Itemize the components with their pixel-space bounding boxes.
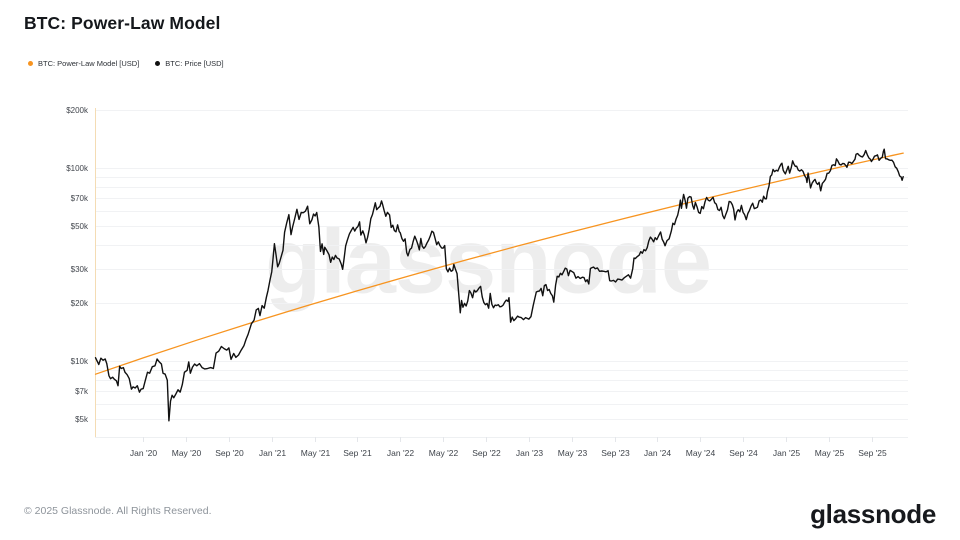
y-tick-label: $7k xyxy=(75,387,89,396)
x-tick-label: Sep '24 xyxy=(729,448,758,458)
y-tick-label: $50k xyxy=(71,222,89,231)
legend-item-price[interactable]: BTC: Price [USD] xyxy=(155,59,224,68)
legend: BTC: Power-Law Model [USD] BTC: Price [U… xyxy=(28,59,224,68)
x-tick-label: Sep '25 xyxy=(858,448,887,458)
x-tick-label: Jan '20 xyxy=(130,448,157,458)
glassnode-logo: glassnode xyxy=(810,499,936,529)
page-title: BTC: Power-Law Model xyxy=(24,13,221,33)
y-tick-label: $70k xyxy=(71,194,89,203)
x-tick-label: May '24 xyxy=(686,448,716,458)
x-tick-label: May '25 xyxy=(815,448,845,458)
legend-item-power-law-model[interactable]: BTC: Power-Law Model [USD] xyxy=(28,59,139,68)
x-tick-label: Jan '24 xyxy=(644,448,671,458)
legend-dot-black-icon xyxy=(155,61,161,66)
series-line-power-law-model xyxy=(94,152,904,375)
x-tick-label: May '20 xyxy=(172,448,202,458)
x-tick-label: Jan '21 xyxy=(259,448,286,458)
copyright-text: © 2025 Glassnode. All Rights Reserved. xyxy=(24,505,212,517)
x-tick-label: May '23 xyxy=(558,448,588,458)
legend-dot-orange-icon xyxy=(28,61,33,66)
y-tick-label: $100k xyxy=(66,164,89,173)
y-tick-label: $200k xyxy=(66,106,89,115)
y-tick-label: $5k xyxy=(75,415,89,424)
x-tick-label: Jan '23 xyxy=(516,448,543,458)
y-tick-label: $20k xyxy=(71,299,89,308)
x-tick-label: Sep '20 xyxy=(215,448,244,458)
legend-label-price: BTC: Price [USD] xyxy=(165,59,224,68)
x-tick-label: Sep '22 xyxy=(472,448,501,458)
x-tick-label: May '21 xyxy=(301,448,331,458)
x-tick-label: Jan '22 xyxy=(387,448,414,458)
legend-label-power-law-model: BTC: Power-Law Model [USD] xyxy=(38,59,140,68)
series-line-price xyxy=(94,148,904,422)
x-tick-label: Sep '21 xyxy=(343,448,372,458)
y-tick-label: $10k xyxy=(71,357,89,366)
x-tick-label: Sep '23 xyxy=(601,448,630,458)
x-tick-label: May '22 xyxy=(429,448,459,458)
y-tick-label: $30k xyxy=(71,265,89,274)
x-tick-label: Jan '25 xyxy=(773,448,800,458)
